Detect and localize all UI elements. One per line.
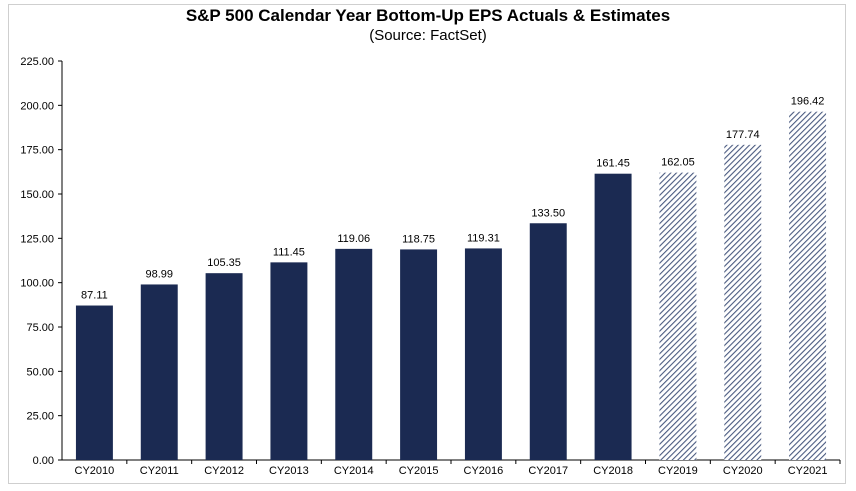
y-tick-label: 50.00 [26,366,54,378]
bar-cy2013-actual [270,262,308,460]
x-tick-label-cy2021: CY2021 [788,465,828,477]
y-axis: 0.00 25.00 50.00 75.00 100.00 125.00 150.00 175… [20,56,63,467]
bar-cy2020-estimate [724,144,762,460]
data-label-cy2021: 196.42 [791,96,825,108]
x-tick-label-cy2010: CY2010 [75,465,115,477]
data-label-cy2013: 111.45 [273,246,305,258]
bar-cy2016-actual [464,248,502,460]
data-label-cy2017: 133.50 [531,207,565,219]
data-label-cy2015: 118.75 [402,233,435,245]
data-label-cy2016: 119.31 [467,232,500,244]
y-tick-label: 100.00 [20,278,54,290]
x-tick-label-cy2018: CY2018 [593,465,633,477]
y-tick-label: 225.00 [20,56,54,68]
data-label-cy2019: 162.05 [661,157,695,169]
x-tick-label-cy2013: CY2013 [269,465,309,477]
data-label-cy2014: 119.06 [337,233,370,245]
chart-subtitle: (Source: FactSet) [369,27,487,44]
y-tick-label: 75.00 [26,322,54,334]
bar-cy2018-actual [594,173,632,461]
bar-cy2019-estimate [659,172,697,460]
x-tick-label-cy2019: CY2019 [658,465,698,477]
x-tick-label-cy2011: CY2011 [140,465,179,477]
bar-cy2012-actual [205,273,243,460]
y-tick-label: 200.00 [20,100,54,112]
x-tick-label-cy2016: CY2016 [464,465,504,477]
bars: 87.11 98.99 105.35 111.45 119.06 118.75 119.31… [75,96,827,461]
bar-cy2017-actual [529,223,567,460]
x-tick-label-cy2017: CY2017 [528,465,568,477]
x-tick-label-cy2012: CY2012 [204,465,244,477]
y-tick-label: 125.00 [20,233,54,245]
data-label-cy2012: 105.35 [207,257,241,269]
data-label-cy2011: 98.99 [145,268,173,280]
chart-title: S&P 500 Calendar Year Bottom-Up EPS Actu… [185,6,671,25]
y-tick-label: 0.00 [33,455,54,467]
bar-cy2011-actual [140,284,178,460]
bar-cy2015-actual [400,249,438,460]
data-label-cy2018: 161.45 [596,158,630,170]
x-tick-label-cy2014: CY2014 [334,465,374,477]
x-tick-label-cy2015: CY2015 [399,465,439,477]
y-tick-label: 150.00 [20,189,54,201]
bar-cy2010-actual [75,305,113,460]
bar-cy2014-actual [335,248,373,460]
x-axis: CY2010 CY2011 CY2012 CY2013 CY2014 CY2015 CY20… [62,459,841,477]
data-label-cy2010: 87.11 [81,290,108,302]
bar-cy2021-estimate [789,111,827,460]
y-tick-label: 175.00 [20,145,54,157]
data-label-cy2020: 177.74 [726,129,760,141]
x-tick-label-cy2020: CY2020 [723,465,763,477]
y-tick-label: 25.00 [26,411,54,423]
